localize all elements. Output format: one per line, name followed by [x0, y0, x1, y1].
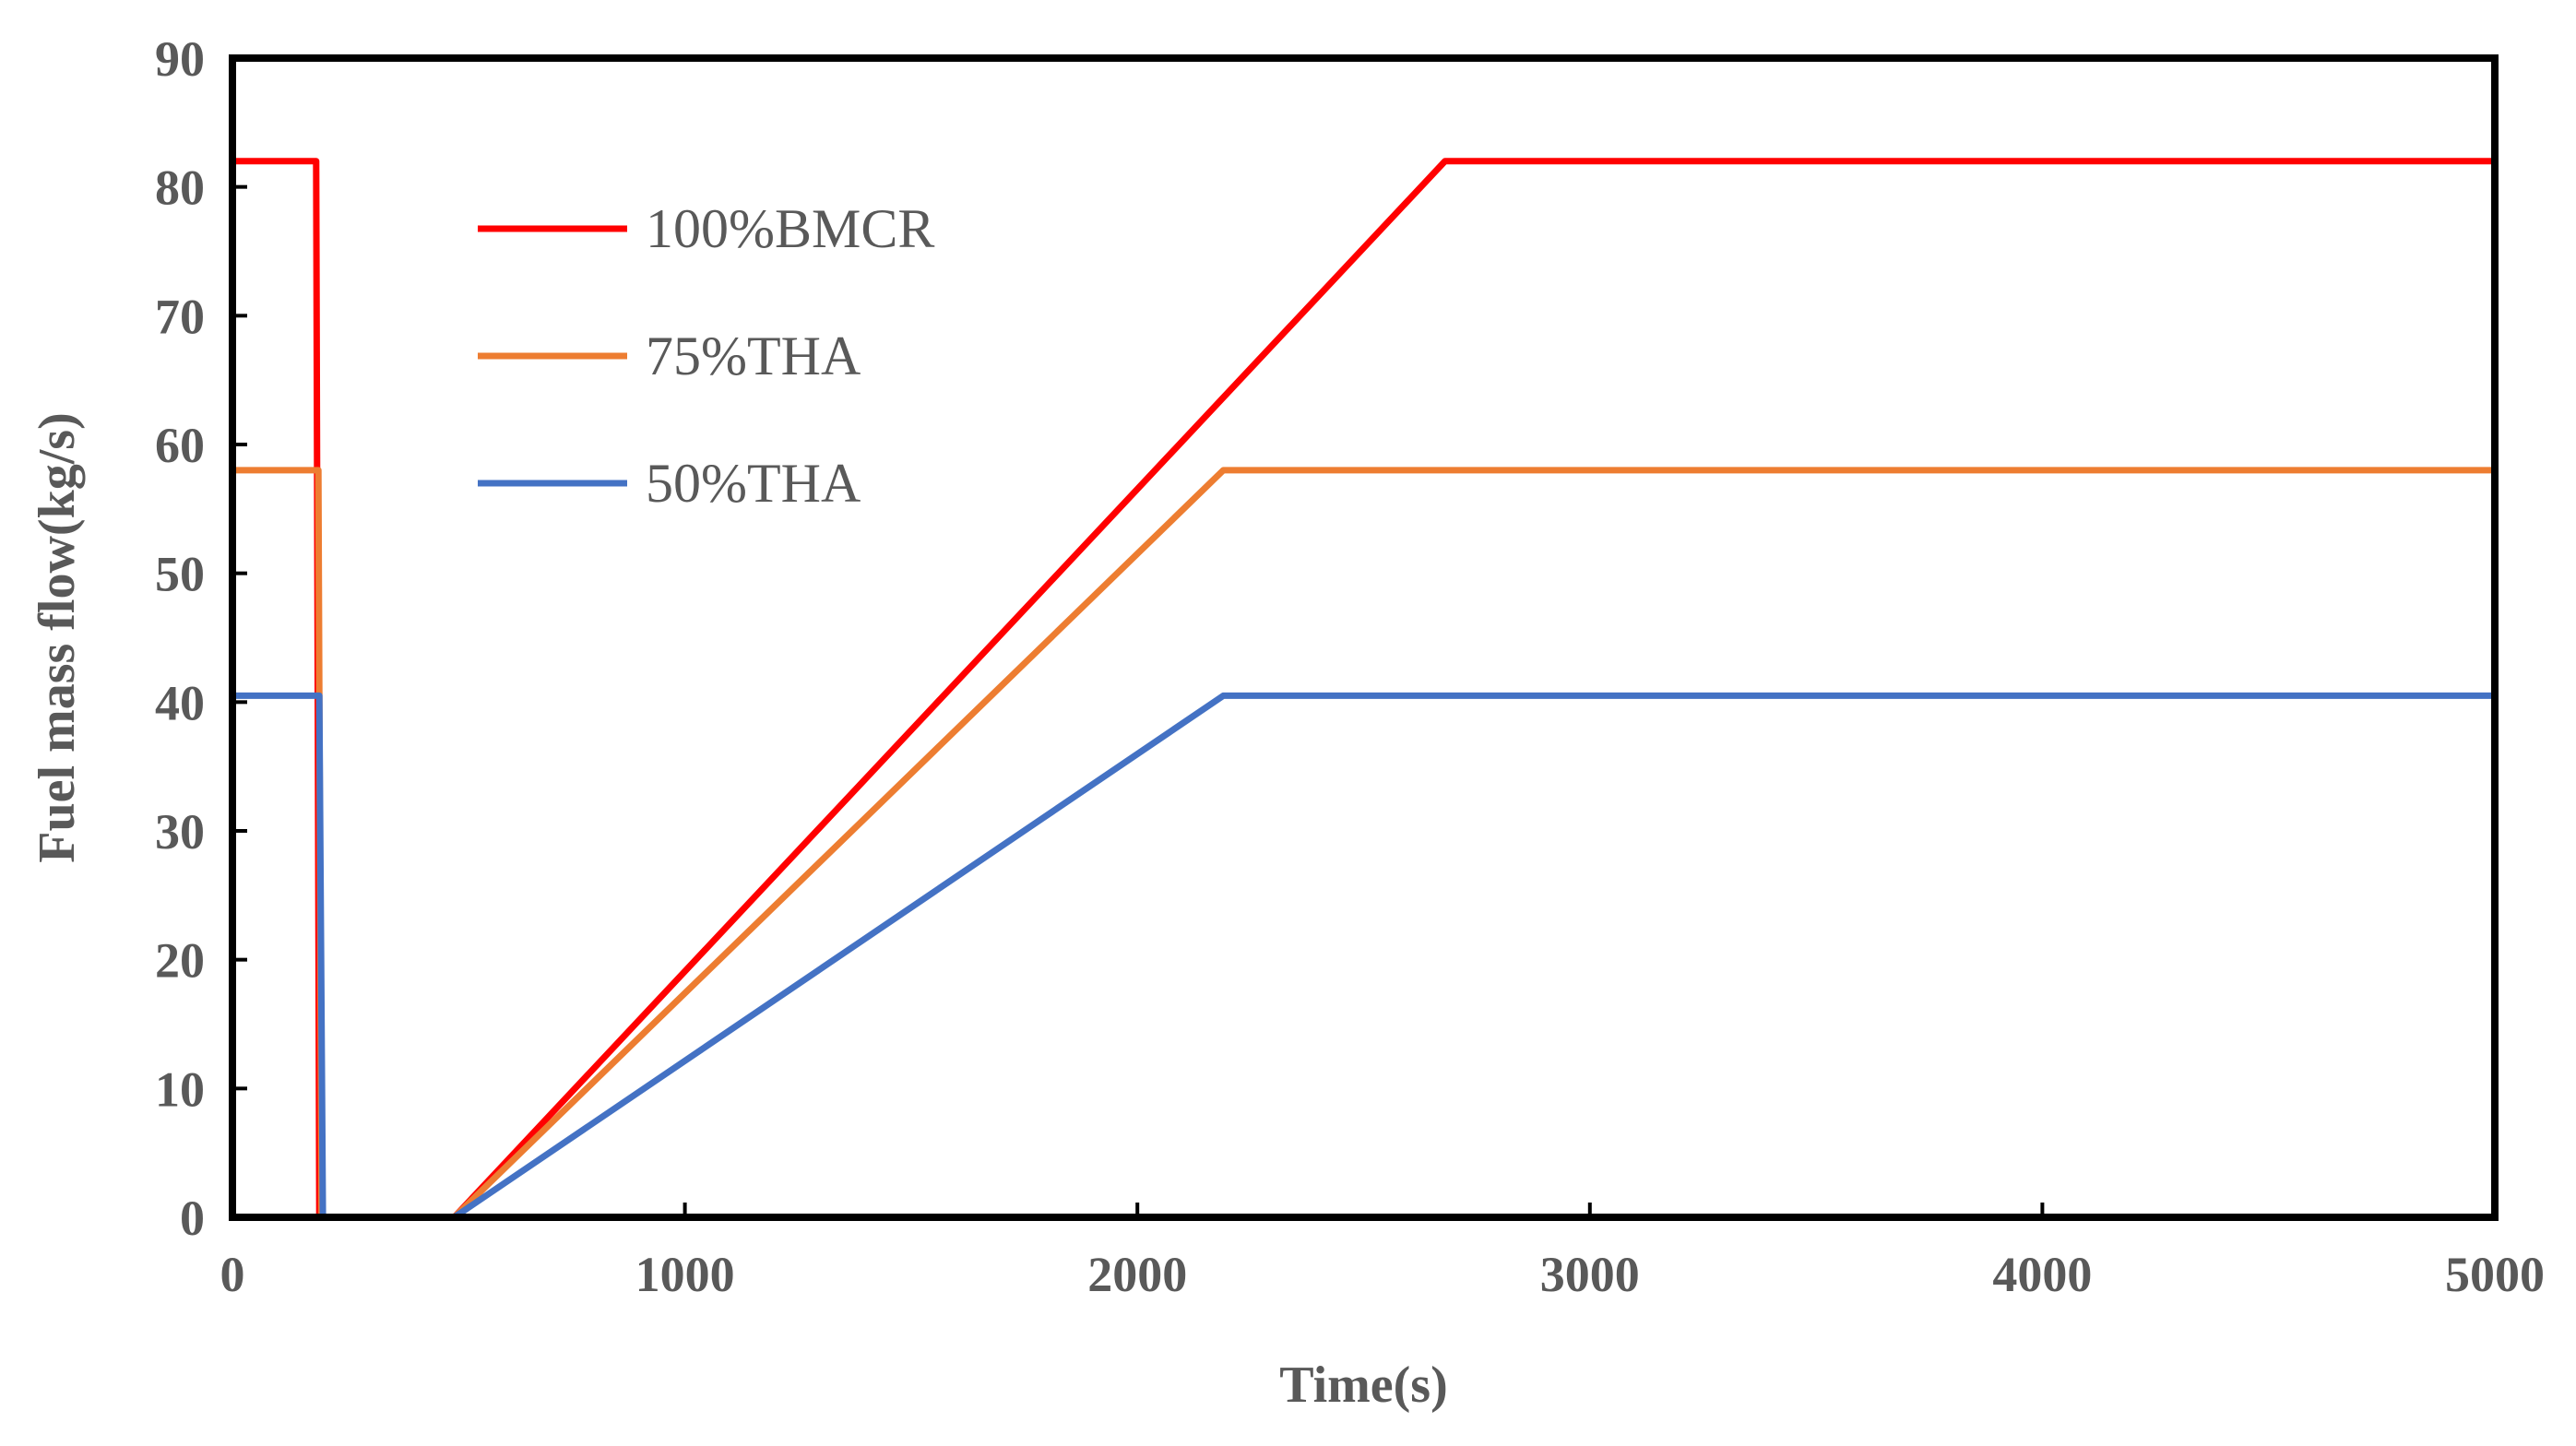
y-tick-label: 60 — [155, 418, 205, 473]
legend: 100%BMCR 75%THA 50%THA — [478, 198, 934, 514]
legend-label-3: 50%THA — [646, 453, 861, 514]
y-axis-title: Fuel mass flow(kg/s) — [29, 412, 86, 862]
y-tick-label: 20 — [155, 933, 205, 989]
y-tick-label: 30 — [155, 804, 205, 859]
y-tick-label: 50 — [155, 547, 205, 602]
plot-frame — [229, 54, 2499, 1221]
y-tick-label: 80 — [155, 160, 205, 216]
y-tick-label: 10 — [155, 1061, 205, 1117]
x-tick-label: 3000 — [1540, 1247, 1640, 1302]
x-tick-label: 0 — [220, 1247, 245, 1302]
x-axis-title: Time(s) — [1279, 1357, 1448, 1414]
legend-label-2: 75%THA — [646, 326, 861, 386]
x-tick-label: 2000 — [1087, 1247, 1187, 1302]
y-tick-label: 70 — [155, 289, 205, 344]
x-tick-label: 1000 — [635, 1247, 735, 1302]
x-tick-label: 4000 — [1992, 1247, 2092, 1302]
y-tick-label: 0 — [180, 1191, 205, 1246]
legend-label-1: 100%BMCR — [646, 198, 934, 259]
x-tick-label: 5000 — [2445, 1247, 2545, 1302]
ticks-layer: 0 1000 2000 3000 4000 5000 0 10 20 30 40 50 60 70 80 90 — [155, 31, 2545, 1302]
y-tick-label: 40 — [155, 675, 205, 730]
y-tick-label: 90 — [155, 31, 205, 87]
